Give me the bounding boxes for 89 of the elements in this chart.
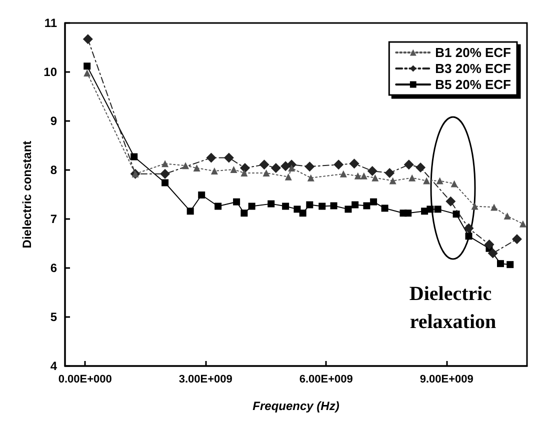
legend-label: B1 20% ECF [435,45,512,60]
point [270,163,281,174]
x-tick-label: 6.00E+009 [299,374,353,386]
point [224,152,234,163]
point [423,177,430,184]
point [404,160,414,170]
point [262,169,270,176]
point [307,174,314,182]
point [248,202,256,210]
point [84,62,91,70]
point [349,158,360,169]
point [471,202,478,210]
point [506,261,514,268]
y-tick-label: 6 [50,261,58,275]
point [416,162,426,173]
point [488,248,498,258]
point [436,177,444,184]
point [214,202,222,210]
point [519,220,526,228]
point [318,202,326,210]
point [230,166,238,174]
point [193,164,200,172]
point [130,153,138,160]
y-axis-title: Dielectric constant [20,140,34,248]
x-axis-title: Frequency (Hz) [252,399,340,413]
point [434,206,442,213]
point [198,191,206,198]
point [404,210,412,217]
y-tick-label: 8 [50,163,58,177]
point [354,172,362,180]
point [259,160,270,170]
point [284,173,292,180]
point [446,196,456,206]
y-tick-label: 4 [50,359,58,373]
point [450,180,458,188]
point [288,164,296,172]
x-tick-label: 9.00E+009 [420,374,474,386]
point [210,167,218,174]
y-tick-label: 5 [50,310,58,324]
legend-label: B3 20% ECF [435,61,512,76]
point [82,34,93,44]
point [182,162,190,170]
point [452,210,460,218]
point [268,200,275,208]
point [344,206,352,213]
point [360,172,368,180]
point [306,201,314,208]
point [496,260,504,268]
point [384,168,395,178]
point [294,206,301,213]
point [299,210,306,217]
point [372,174,379,182]
point [160,168,170,179]
point [465,232,472,240]
point [282,202,290,210]
point [233,198,240,206]
point [330,202,338,210]
annotation: Dielectric relaxation [409,283,497,333]
point [408,174,416,182]
x-tick-label: 3.00E+009 [178,374,232,386]
point [370,198,378,206]
legend-label: B5 20% ECF [435,77,512,92]
point [240,210,248,217]
y-tick-label: 9 [50,114,58,128]
point [240,163,250,174]
point [484,239,494,250]
y-tick-label: 10 [44,65,58,79]
point [340,170,347,178]
point [206,152,216,163]
point [162,160,169,168]
point [389,177,396,184]
point [352,201,359,208]
y-tick-label: 7 [50,212,58,226]
point [490,204,498,211]
point [186,208,194,215]
y-tick-label: 11 [44,16,58,30]
point [464,223,474,234]
point [363,202,370,210]
point [426,206,434,213]
point [381,204,388,212]
point [240,169,248,176]
point [162,179,169,186]
point [512,234,522,244]
point [304,162,315,172]
x-tick-label: 0.00E+000 [58,374,112,386]
point [367,166,378,176]
point [334,160,344,170]
point [84,69,91,76]
point [504,212,511,220]
